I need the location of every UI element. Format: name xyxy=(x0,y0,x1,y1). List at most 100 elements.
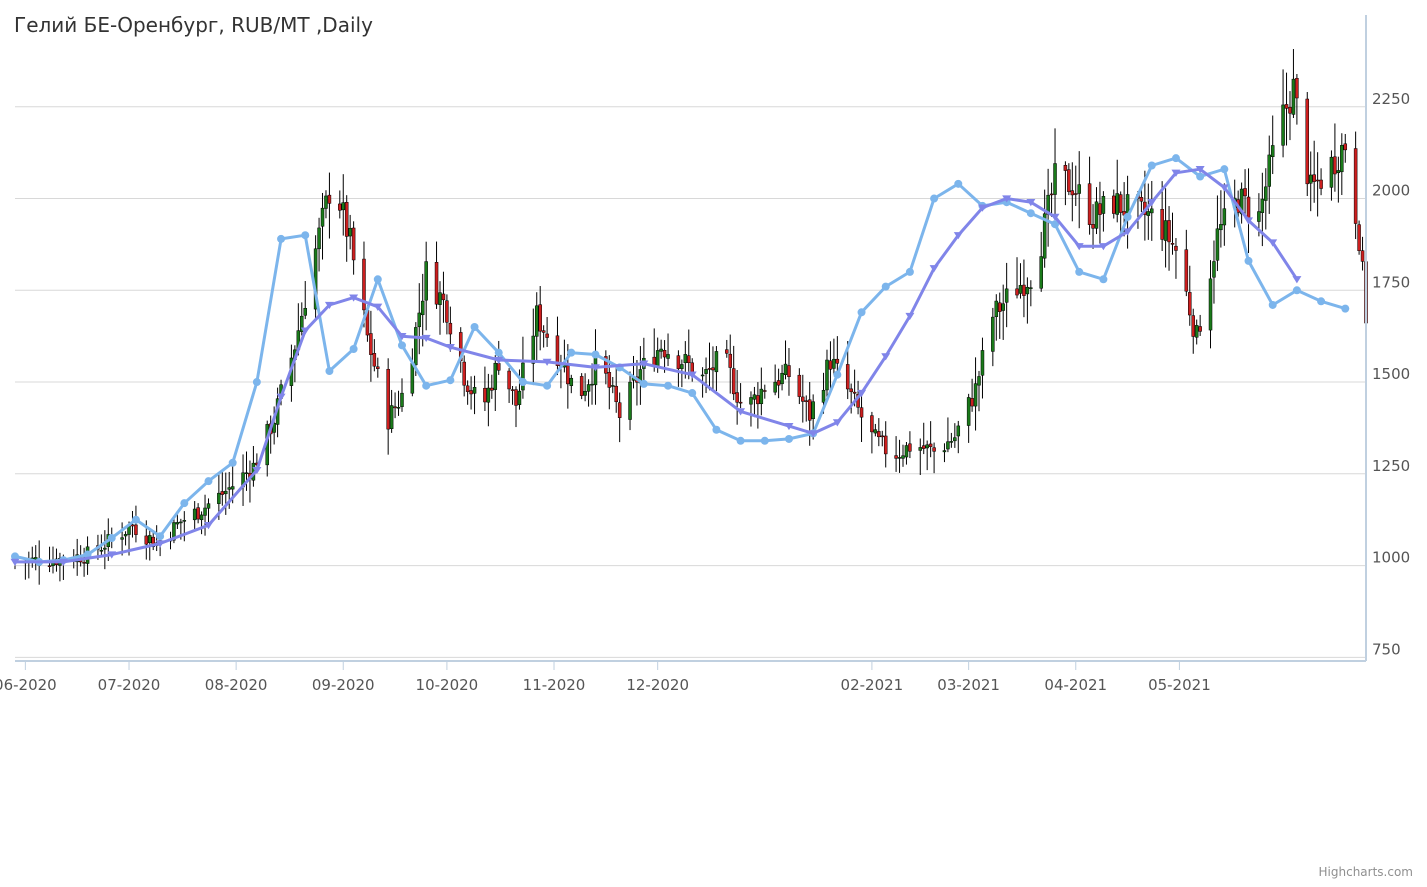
fast-ma-point xyxy=(1292,286,1301,295)
candle-body-up xyxy=(172,522,176,541)
candle xyxy=(317,217,321,272)
candle-body-up xyxy=(832,358,836,369)
candle-body-down xyxy=(1246,196,1251,220)
fast-ma-point xyxy=(543,381,552,390)
candle-body-up xyxy=(821,389,826,403)
candle-body-down xyxy=(1315,179,1320,182)
candle xyxy=(1191,308,1195,354)
candle xyxy=(134,505,138,543)
candle-body-down xyxy=(1188,292,1192,316)
candle xyxy=(870,411,874,454)
fast-ma-point xyxy=(204,477,213,486)
candle-body-up xyxy=(303,308,307,316)
candle xyxy=(932,442,936,474)
candle xyxy=(901,444,905,467)
candle xyxy=(1270,115,1275,175)
slow-ma-point xyxy=(1268,239,1278,247)
candle xyxy=(977,370,981,412)
candle xyxy=(707,342,712,391)
candle xyxy=(196,503,200,524)
candle xyxy=(1112,189,1116,219)
candle-body-down xyxy=(338,203,342,211)
candle xyxy=(151,532,155,551)
candle xyxy=(490,374,494,399)
slow-ma-point xyxy=(155,540,165,548)
fast-ma-point xyxy=(954,179,963,188)
candle-body-up xyxy=(1212,261,1216,278)
candle xyxy=(1094,187,1099,235)
slow-ma-point xyxy=(107,551,117,559)
slow-ma-point xyxy=(58,558,68,566)
slow-ma-point xyxy=(977,204,987,212)
candle-body-up xyxy=(1222,208,1227,226)
candle-body-down xyxy=(849,388,853,393)
fast-ma-point xyxy=(1171,154,1180,163)
candle-body-down xyxy=(130,524,135,527)
candle-body-down xyxy=(894,455,898,459)
candle-body-down xyxy=(970,398,974,407)
candle-body-down xyxy=(883,435,888,455)
y-tick-label: 750 xyxy=(1372,640,1401,658)
fast-ma-point xyxy=(156,532,165,541)
candle xyxy=(738,383,743,409)
candle xyxy=(1319,168,1323,196)
candle-body-up xyxy=(700,374,705,377)
candle-body-up xyxy=(472,387,477,394)
candle-body-up xyxy=(1018,285,1023,294)
candle-body-down xyxy=(728,353,732,368)
fast-ma-point xyxy=(567,348,576,357)
candle-body-down xyxy=(617,402,622,418)
candle-body-up xyxy=(1004,288,1009,303)
candle-body-up xyxy=(424,261,428,301)
candle xyxy=(386,358,390,455)
candle xyxy=(396,390,401,416)
candle xyxy=(555,316,560,376)
candle-body-down xyxy=(731,368,736,395)
candle-body-up xyxy=(1215,228,1220,261)
slow-ma-point xyxy=(639,360,649,368)
highcharts-credit[interactable]: Highcharts.com xyxy=(1319,865,1413,879)
candle-body-up xyxy=(1260,198,1265,213)
candle xyxy=(300,302,304,336)
candle xyxy=(1015,257,1019,299)
candle xyxy=(849,383,853,414)
candle-body-down xyxy=(448,322,453,335)
candle xyxy=(801,374,805,423)
candle-body-up xyxy=(521,362,525,391)
candle-body-up xyxy=(272,422,276,433)
candle-body-up xyxy=(1208,278,1213,331)
candle xyxy=(1098,181,1102,244)
fast-ma-point xyxy=(1341,304,1350,313)
fast-ma-point xyxy=(688,389,697,398)
candle-body-up xyxy=(590,383,594,386)
fast-ma-point xyxy=(397,341,406,350)
candle xyxy=(1077,151,1081,229)
candle xyxy=(894,436,898,472)
fast-ma-point xyxy=(1268,300,1277,309)
candle xyxy=(763,384,767,399)
candle-body-up xyxy=(628,381,632,420)
candle xyxy=(1070,162,1075,222)
candle xyxy=(666,333,670,367)
fast-ma-line xyxy=(14,156,1346,564)
candle-body-up xyxy=(942,450,947,453)
candle-body-down xyxy=(514,389,518,406)
candle-body-down xyxy=(1112,195,1116,214)
fast-ma-point xyxy=(470,322,479,331)
candle xyxy=(756,382,760,429)
y-tick-label: 2250 xyxy=(1372,90,1410,108)
candle-body-up xyxy=(946,441,950,450)
slow-ma-point xyxy=(421,334,431,343)
fast-ma-point xyxy=(736,436,745,445)
fast-ma-point xyxy=(664,381,673,390)
candle-body-down xyxy=(462,361,466,386)
candle-body-up xyxy=(586,384,591,392)
candle-body-up xyxy=(517,390,522,405)
candle-body-down xyxy=(725,349,729,354)
candle xyxy=(272,406,276,445)
candle-body-down xyxy=(566,365,570,385)
candle-body-down xyxy=(852,391,857,394)
candle-body-up xyxy=(752,394,757,400)
slow-ma-point xyxy=(953,232,963,240)
candle-body-down xyxy=(1091,224,1095,229)
